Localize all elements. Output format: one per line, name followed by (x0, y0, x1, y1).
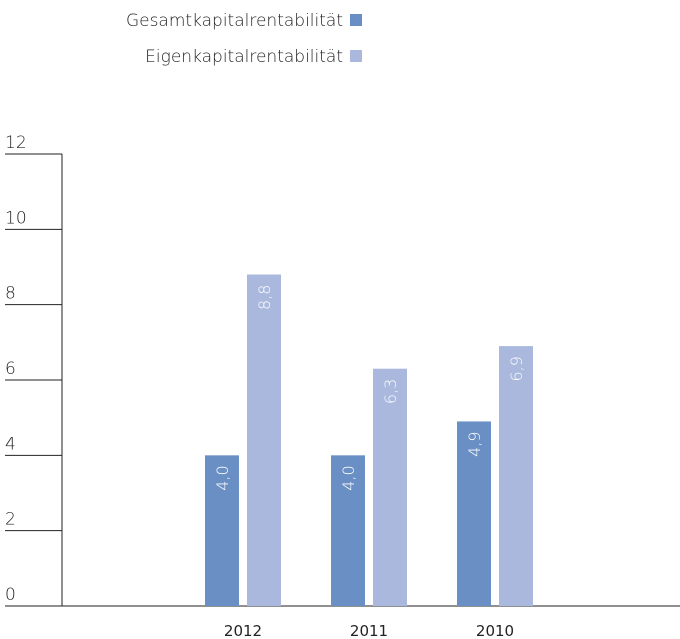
y-tick-label: 2 (5, 510, 16, 530)
value-label: 4,0 (339, 465, 358, 490)
bar (499, 346, 533, 606)
value-label: 8,8 (255, 285, 274, 310)
bar (373, 368, 407, 606)
value-label: 6,9 (507, 356, 526, 381)
value-label: 4,0 (213, 465, 232, 490)
bar (457, 421, 491, 606)
y-tick-label: 8 (5, 284, 16, 304)
value-label: 6,3 (381, 379, 400, 404)
bar (205, 455, 239, 606)
x-tick-label: 2011 (350, 622, 388, 639)
y-tick-label: 6 (5, 359, 16, 379)
y-tick-label: 10 (5, 208, 27, 228)
x-tick-label: 2010 (476, 622, 514, 639)
legend-label: Eigenkapitalrentabilität (145, 47, 343, 67)
y-tick-label: 0 (5, 585, 16, 605)
x-tick-label: 2012 (224, 622, 262, 639)
bar (247, 274, 281, 606)
bar (331, 455, 365, 606)
legend-swatch (350, 50, 362, 62)
legend-label: Gesamtkapitalrentabilität (126, 11, 343, 31)
legend-swatch (350, 14, 362, 26)
y-tick-label: 4 (5, 434, 16, 454)
value-label: 4,9 (465, 431, 484, 456)
y-tick-label: 12 (5, 133, 27, 153)
